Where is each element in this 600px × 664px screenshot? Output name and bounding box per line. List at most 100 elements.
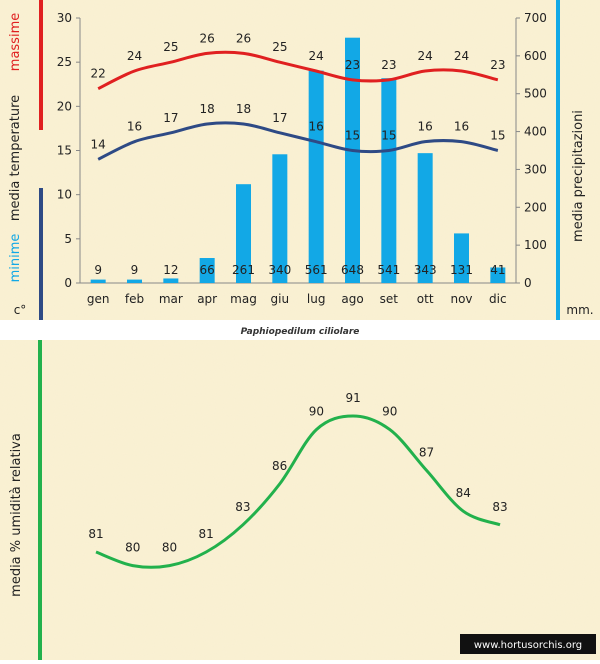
- precip-axis-bar: [556, 0, 560, 320]
- watermark: www.hortusorchis.org: [474, 640, 582, 651]
- precipitation-axis-title: media precipitazioni: [571, 110, 586, 242]
- max-temp-value: 23: [490, 58, 505, 72]
- max-temp-value: 25: [272, 40, 287, 54]
- month-label: gen: [87, 292, 110, 306]
- max-temp-value: 24: [127, 49, 142, 63]
- precip-value: 131: [450, 263, 473, 277]
- precipitation-bars: [90, 37, 506, 283]
- month-label: ott: [417, 292, 434, 306]
- month-label: lug: [307, 292, 326, 306]
- right-tick-label: 700: [524, 11, 547, 25]
- left-tick-label: 0: [64, 276, 72, 290]
- min-temp-value: 15: [490, 129, 505, 143]
- right-tick-label: 0: [524, 276, 532, 290]
- max-temp-value: 23: [381, 58, 396, 72]
- humidity-value: 81: [88, 527, 103, 541]
- month-label: set: [380, 292, 399, 306]
- month-label: giu: [271, 292, 290, 306]
- humidity-value: 87: [419, 445, 434, 459]
- precip-bar-set: [381, 78, 397, 283]
- min-temp-value: 16: [127, 120, 142, 134]
- precip-value: 66: [200, 263, 215, 277]
- temperature-axis-title: media temperature: [8, 95, 23, 221]
- humidity-value: 90: [309, 405, 324, 419]
- left-tick-label: 25: [57, 55, 72, 69]
- precip-bar-gen: [90, 279, 106, 283]
- month-label: dic: [489, 292, 507, 306]
- bottom-chart-texture: [0, 340, 600, 660]
- min-temp-value: 17: [163, 111, 178, 125]
- left-tick-label: 5: [64, 232, 72, 246]
- max-temp-value: 24: [418, 49, 433, 63]
- precip-bar-ott: [417, 153, 433, 283]
- max-temp-axis-bar: [39, 0, 43, 130]
- top-chart-texture: [0, 0, 600, 320]
- left-tick-label: 20: [57, 99, 72, 113]
- max-temp-value: 26: [236, 31, 251, 45]
- precip-value: 343: [414, 263, 437, 277]
- right-tick-label: 500: [524, 87, 547, 101]
- left-tick-label: 15: [57, 144, 72, 158]
- min-temp-value: 16: [454, 120, 469, 134]
- precip-bar-giu: [272, 154, 288, 283]
- precip-value: 561: [305, 263, 328, 277]
- precipitation-unit: mm.: [566, 303, 593, 317]
- humidity-value: 90: [382, 405, 397, 419]
- precip-bar-ago: [345, 37, 360, 283]
- min-temp-value: 15: [381, 129, 396, 143]
- max-temp-value: 22: [91, 67, 106, 81]
- precip-value: 9: [94, 263, 102, 277]
- precip-bar-mag: [236, 184, 251, 283]
- max-temp-value: 24: [454, 49, 469, 63]
- max-temp-value: 24: [309, 49, 324, 63]
- left-tick-label: 30: [57, 11, 72, 25]
- min-temp-value: 17: [272, 111, 287, 125]
- month-label: mag: [230, 292, 257, 306]
- month-label: ago: [341, 292, 363, 306]
- humidity-value: 86: [272, 459, 287, 473]
- top-chart-labels: 22 24 25 26 26 25 24 23 23 24 24 23 14 16 17 18 18 17 16 15…: [91, 31, 506, 277]
- humidity-curve: [95, 414, 501, 569]
- humidity-value: 80: [125, 541, 140, 555]
- left-tick-label: 10: [57, 188, 72, 202]
- min-temp-axis-bar: [39, 188, 43, 320]
- month-label: apr: [197, 292, 217, 306]
- humidity-value: 91: [345, 391, 360, 405]
- precip-bar-lug: [308, 70, 324, 283]
- min-temp-value: 18: [236, 102, 251, 116]
- humidity-value: 80: [162, 541, 177, 555]
- temperature-unit: c°: [14, 303, 27, 317]
- right-tick-label: 600: [524, 49, 547, 63]
- precip-value: 648: [341, 263, 364, 277]
- precip-bar-feb: [127, 279, 142, 283]
- min-temp-value: 14: [91, 137, 106, 151]
- min-temp-value: 18: [200, 102, 215, 116]
- max-temp-value: 25: [163, 40, 178, 54]
- right-tick-label: 400: [524, 125, 547, 139]
- right-tick-label: 100: [524, 238, 547, 252]
- precip-value: 9: [131, 263, 139, 277]
- temperature-lines: [97, 50, 499, 161]
- humidity-value: 84: [456, 486, 471, 500]
- humidity-labels: 81 80 80 81 83 86 90 91 90 87 84 83: [88, 391, 507, 555]
- precip-value: 340: [268, 263, 291, 277]
- min-temp-value: 15: [345, 129, 360, 143]
- month-label: mar: [159, 292, 183, 306]
- right-tick-label: 300: [524, 162, 547, 176]
- humidity-axis-title: media % umidità relativa: [9, 433, 24, 597]
- min-temp-value: 16: [418, 120, 433, 134]
- min-temp-label: minime: [8, 234, 23, 283]
- precip-bar-apr: [199, 258, 215, 283]
- humidity-value: 81: [199, 527, 214, 541]
- precip-value: 261: [232, 263, 255, 277]
- max-temp-label: massime: [8, 13, 23, 71]
- precip-value: 41: [490, 263, 505, 277]
- humidity-axis-bar: [38, 340, 42, 660]
- precip-value: 541: [377, 263, 400, 277]
- precip-bar-nov: [454, 233, 469, 283]
- month-label: nov: [450, 292, 472, 306]
- humidity-line: [95, 414, 501, 569]
- chart-caption: Paphiopedilum ciliolare: [241, 327, 360, 337]
